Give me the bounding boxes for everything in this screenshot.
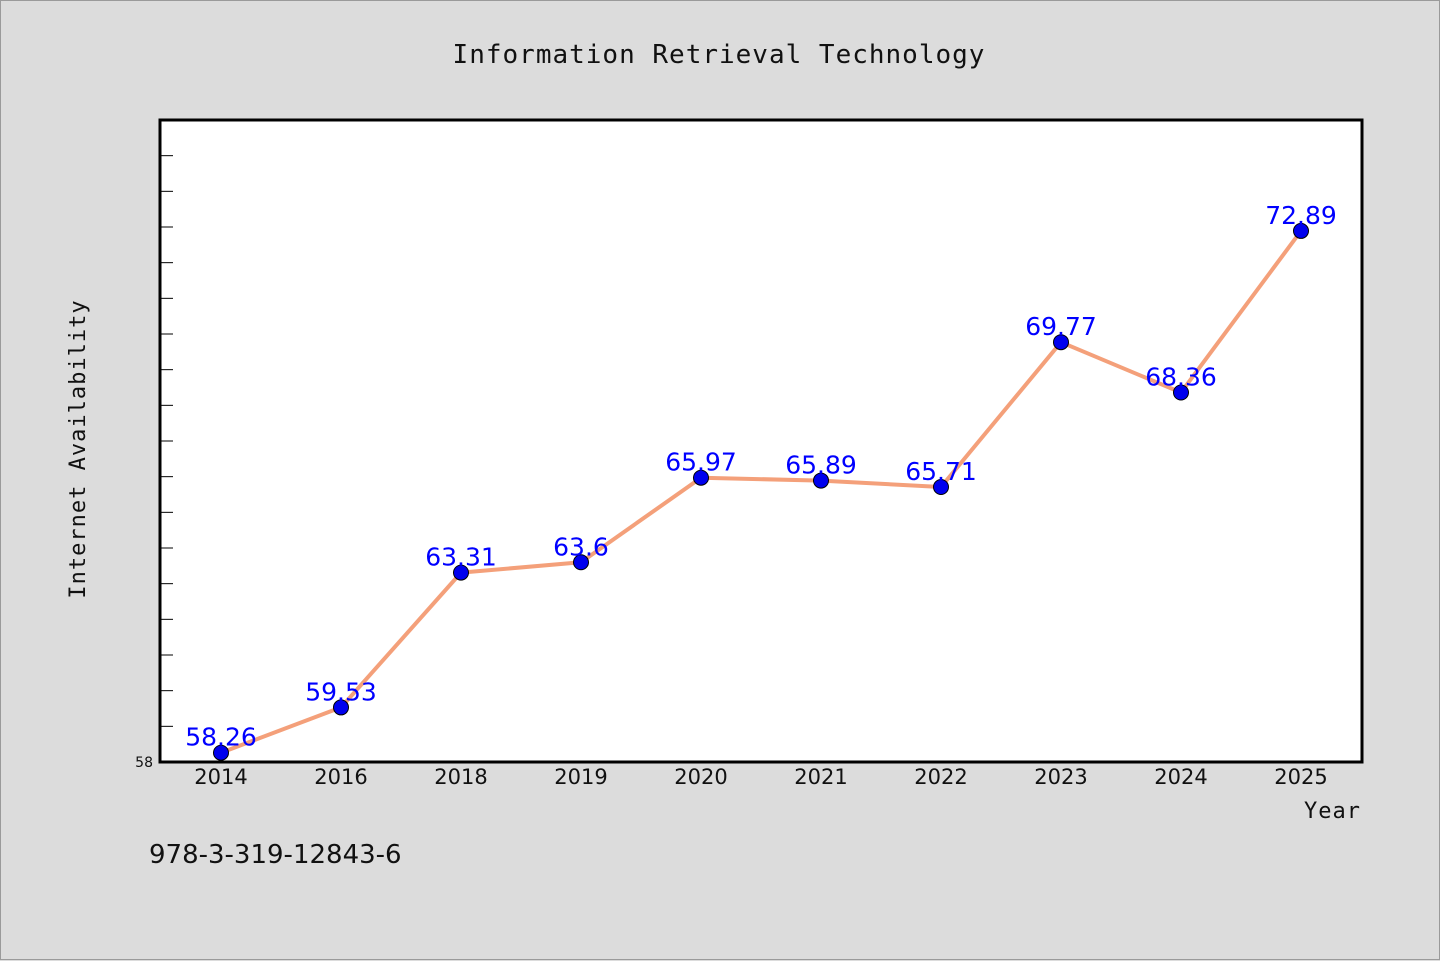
- data-label: 65.97: [665, 448, 737, 477]
- data-label: 59.53: [305, 677, 377, 706]
- data-label: 68.36: [1145, 362, 1217, 391]
- x-axis-tick-labels: 2014 2016 2018 2019 2020 2021 2022 2023 2024 2025: [194, 765, 1327, 789]
- data-point: [813, 472, 829, 489]
- data-label: 65.71: [905, 457, 977, 486]
- x-tick-label: 2016: [314, 765, 367, 789]
- data-label: 69.77: [1025, 312, 1097, 341]
- x-tick-label: 2019: [554, 765, 607, 789]
- x-tick-label: 2018: [434, 765, 487, 789]
- data-point: [573, 554, 589, 571]
- y-tick-label-min: 58: [135, 755, 153, 771]
- x-axis-label: Year: [1304, 799, 1361, 824]
- data-label: 58.26: [185, 723, 257, 752]
- data-point: [1053, 334, 1069, 351]
- x-tick-label: 2024: [1154, 765, 1207, 789]
- data-point: [693, 469, 709, 486]
- data-point: [213, 744, 229, 761]
- plot-area: [158, 118, 1364, 764]
- x-tick-label: 2021: [794, 765, 847, 789]
- data-point: [933, 479, 949, 496]
- x-tick-label: 2014: [194, 765, 247, 789]
- x-tick-label: 2022: [914, 765, 967, 789]
- series-group: 58.26 59.53 63.31 63.6 65.97 65.89 65.71 69.77 6…: [185, 201, 1337, 761]
- x-tick-label: 2023: [1034, 765, 1087, 789]
- chart-title: Information Retrieval Technology: [453, 40, 986, 70]
- y-axis-label: Internet Availability: [66, 299, 91, 598]
- data-point: [453, 564, 469, 581]
- data-label: 65.89: [785, 451, 857, 480]
- x-tick-label: 2020: [674, 765, 727, 789]
- y-axis-ticks: [160, 155, 173, 727]
- data-label: 63.31: [425, 543, 497, 572]
- data-label: 63.6: [553, 532, 609, 561]
- data-point: [1173, 384, 1189, 401]
- data-point: [333, 699, 349, 716]
- series-line: [220, 229, 1303, 755]
- x-tick-label: 2025: [1274, 765, 1327, 789]
- data-point: [1293, 222, 1309, 239]
- data-label: 72.89: [1265, 201, 1337, 230]
- isbn-text: 978-3-319-12843-6: [149, 840, 402, 870]
